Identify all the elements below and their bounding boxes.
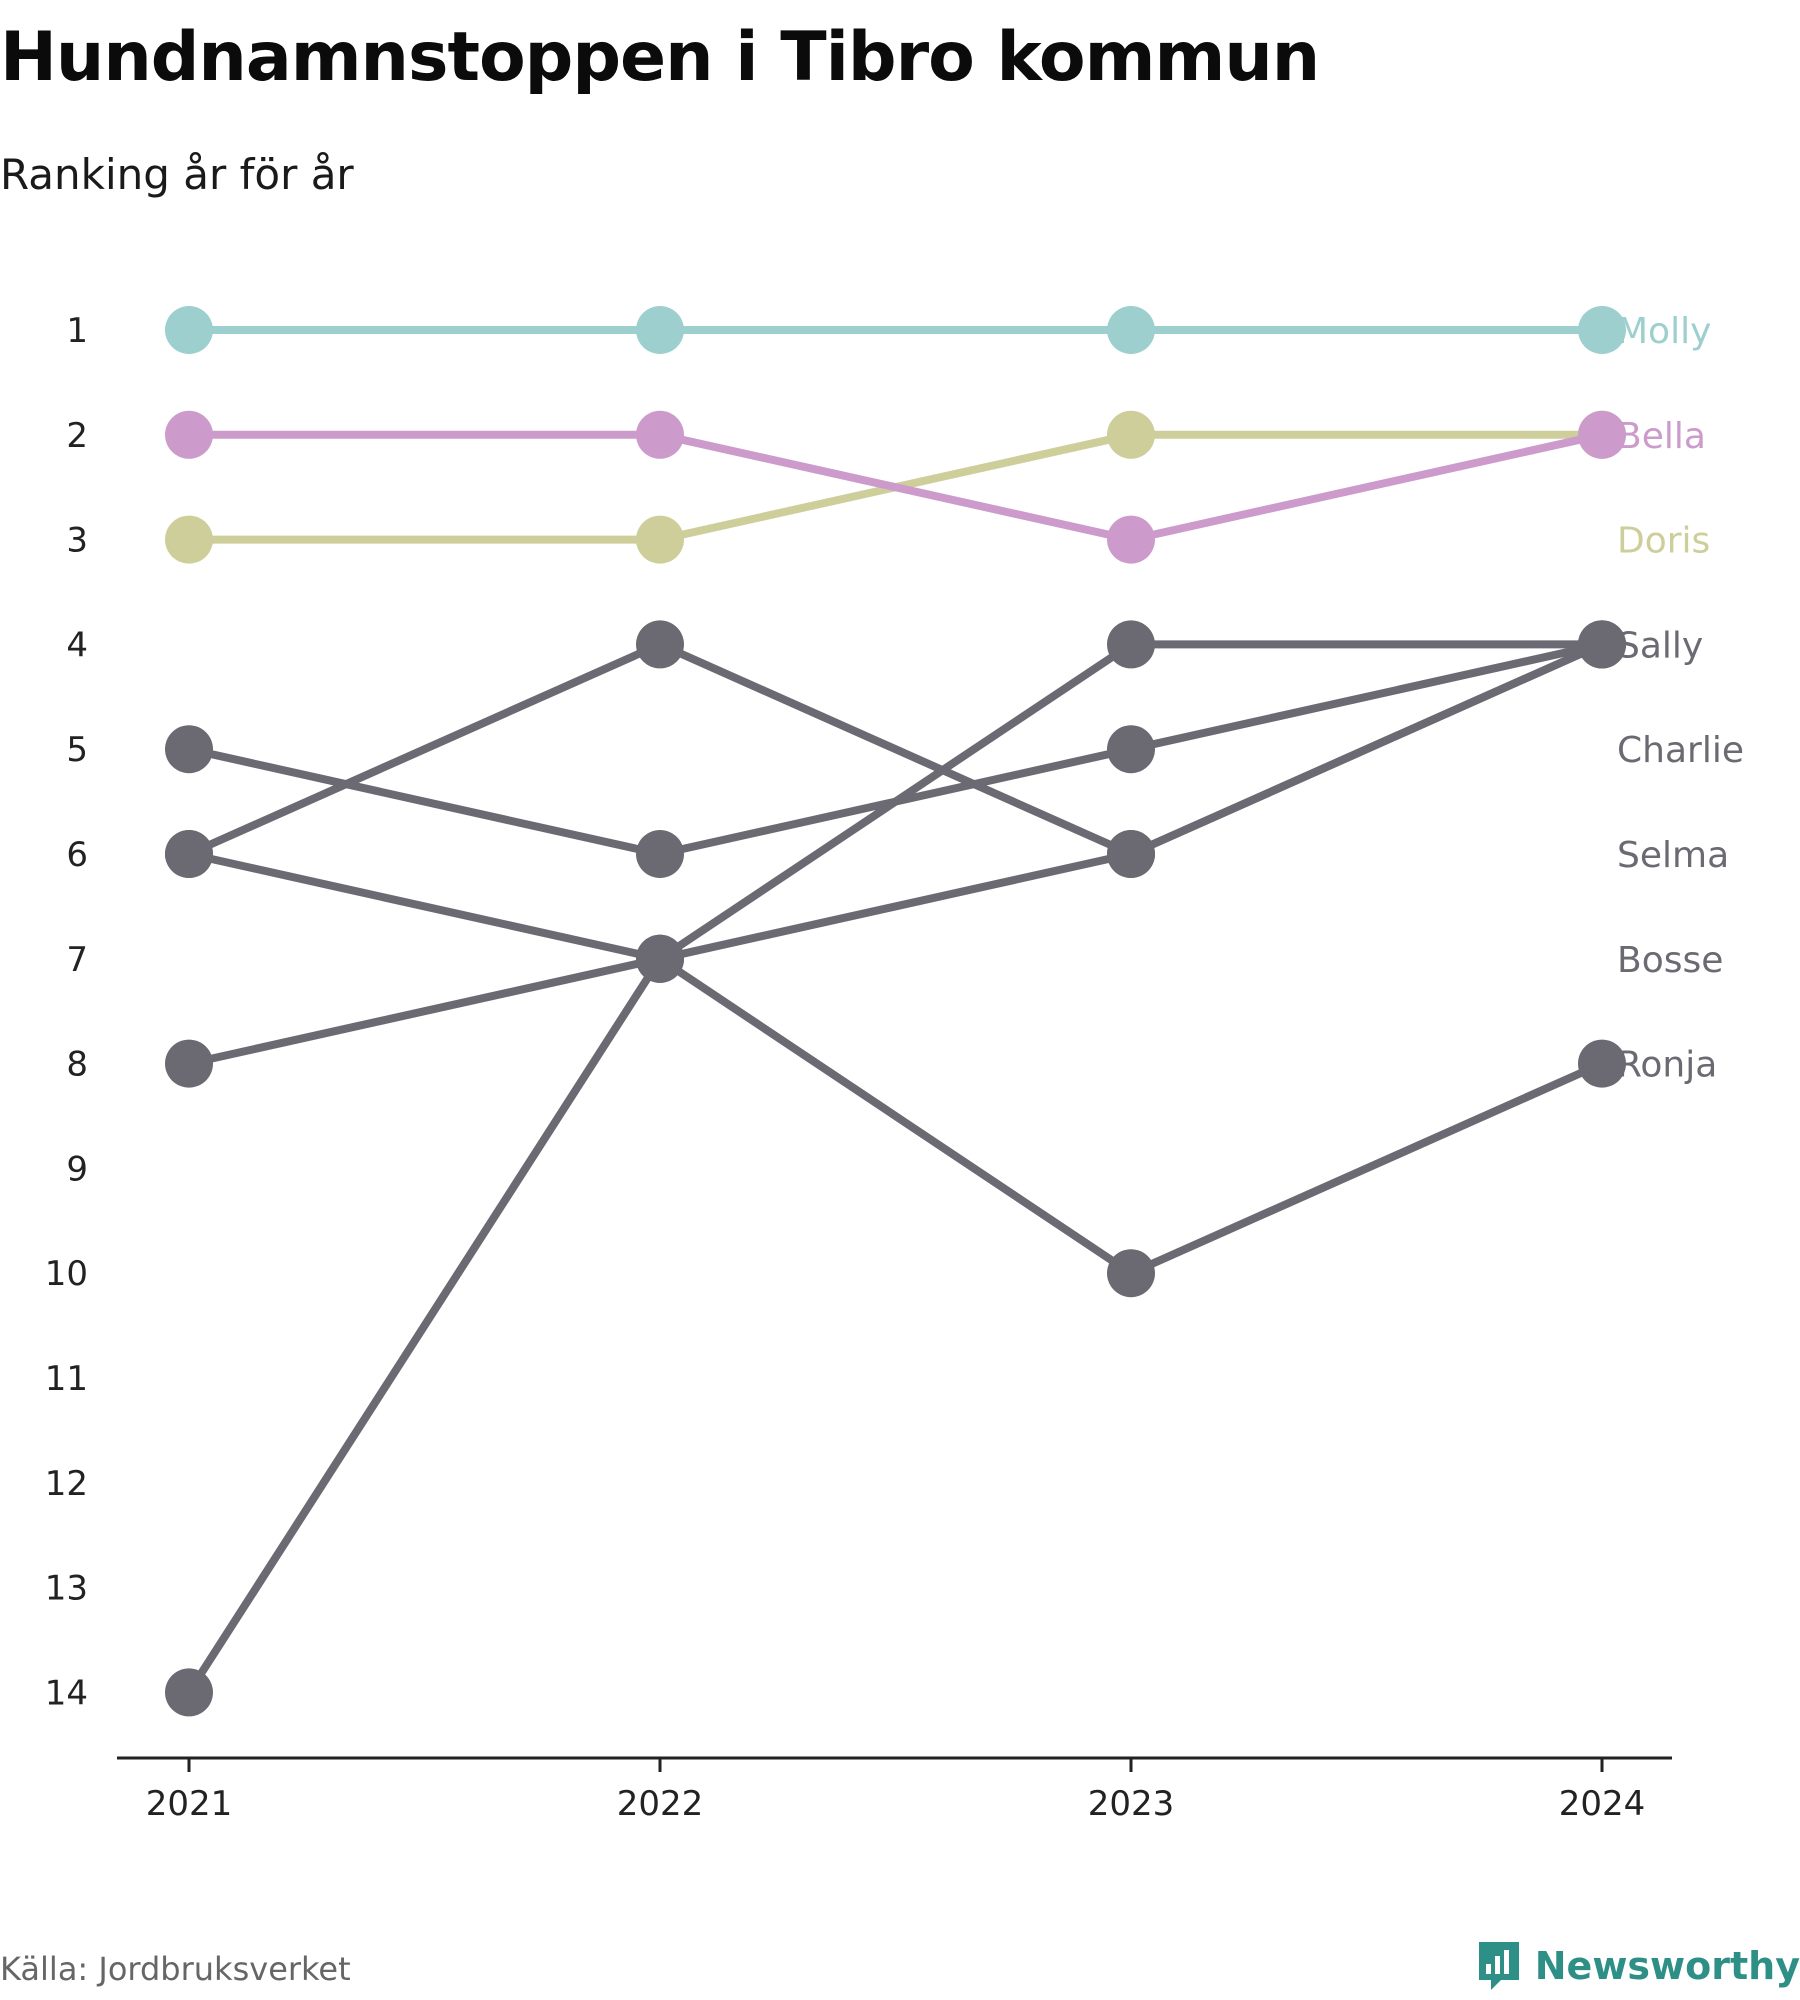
- end-label-selma: Selma: [1617, 835, 1729, 876]
- end-label-doris: Doris: [1617, 521, 1710, 562]
- chart-title: Hundnamnstoppen i Tibro kommun: [0, 18, 1320, 97]
- series-line-ronja: [185, 850, 1606, 1278]
- data-point-bella[interactable]: [165, 410, 213, 459]
- series-lines: [165, 306, 1626, 1717]
- series-line-sally: [185, 640, 1606, 1068]
- y-tick-label: 9: [66, 1149, 88, 1189]
- data-point-ronja[interactable]: [1107, 1249, 1155, 1298]
- y-tick-label: 14: [45, 1673, 88, 1713]
- data-point-molly[interactable]: [1578, 306, 1626, 354]
- y-tick-label: 4: [66, 625, 88, 665]
- data-point-charlie[interactable]: [636, 830, 684, 878]
- data-point-molly[interactable]: [1107, 306, 1155, 354]
- y-tick-label: 6: [66, 835, 88, 875]
- y-tick-label: 13: [45, 1569, 88, 1609]
- data-point-sally[interactable]: [165, 1039, 213, 1088]
- data-point-bella[interactable]: [636, 410, 684, 459]
- end-label-sally: Sally: [1617, 625, 1703, 666]
- end-label-ronja: Ronja: [1617, 1045, 1717, 1086]
- series-sally: [165, 620, 1626, 1088]
- end-label-molly: Molly: [1617, 311, 1711, 352]
- data-point-charlie[interactable]: [1107, 725, 1155, 774]
- data-point-sally[interactable]: [1578, 620, 1626, 669]
- y-tick-label: 7: [66, 940, 88, 980]
- brand-logo[interactable]: Newsworthy: [1475, 1938, 1800, 1994]
- data-point-bosse[interactable]: [1107, 620, 1155, 669]
- x-tick-label: 2022: [617, 1784, 704, 1824]
- series-ronja: [165, 830, 1626, 1298]
- x-tick-label: 2023: [1088, 1784, 1175, 1824]
- series-line-selma: [185, 640, 1606, 858]
- x-tick-label: 2024: [1559, 1784, 1646, 1824]
- series-selma: [165, 620, 1626, 878]
- series-line-bella: [185, 430, 1606, 544]
- series-bella: [165, 410, 1626, 564]
- data-point-charlie[interactable]: [165, 725, 213, 774]
- x-axis: 2021 2022 2023 2024: [117, 1756, 1672, 1824]
- y-tick-label: 3: [66, 521, 88, 561]
- series-bosse: [165, 620, 1626, 1717]
- y-tick-label: 10: [45, 1254, 88, 1294]
- data-point-bella[interactable]: [1107, 515, 1155, 564]
- end-labels: Molly Bella Doris Sally Charlie Selma Bosse Ron…: [1617, 311, 1744, 1086]
- series-molly: [165, 306, 1626, 354]
- y-tick-label: 5: [66, 730, 88, 770]
- y-tick-label: 8: [66, 1045, 88, 1085]
- end-label-bella: Bella: [1617, 416, 1706, 457]
- chart-subtitle: Ranking år för år: [0, 150, 354, 199]
- brand-name: Newsworthy: [1534, 1944, 1800, 1988]
- end-label-bosse: Bosse: [1617, 940, 1723, 981]
- y-tick-label: 2: [66, 416, 88, 456]
- bar-chart-icon: [1478, 1942, 1519, 1990]
- end-label-charlie: Charlie: [1617, 730, 1744, 771]
- series-line-charlie: [185, 640, 1606, 858]
- data-point-doris[interactable]: [1107, 410, 1155, 459]
- source-note: Källa: Jordbruksverket: [0, 1950, 351, 1988]
- data-point-ronja[interactable]: [1578, 1039, 1626, 1088]
- data-point-bosse[interactable]: [165, 1668, 213, 1717]
- data-point-molly[interactable]: [165, 306, 213, 354]
- y-tick-label: 11: [45, 1359, 88, 1399]
- y-tick-label: 1: [66, 311, 88, 351]
- data-point-sally[interactable]: [636, 934, 684, 983]
- x-tick-label: 2021: [146, 1784, 233, 1824]
- data-point-sally[interactable]: [1107, 830, 1155, 878]
- data-point-doris[interactable]: [165, 515, 213, 564]
- data-point-doris[interactable]: [636, 515, 684, 564]
- data-point-bella[interactable]: [1578, 410, 1626, 459]
- data-point-selma[interactable]: [165, 830, 213, 878]
- y-tick-label: 12: [45, 1464, 88, 1504]
- data-point-molly[interactable]: [636, 306, 684, 354]
- data-point-selma[interactable]: [636, 620, 684, 669]
